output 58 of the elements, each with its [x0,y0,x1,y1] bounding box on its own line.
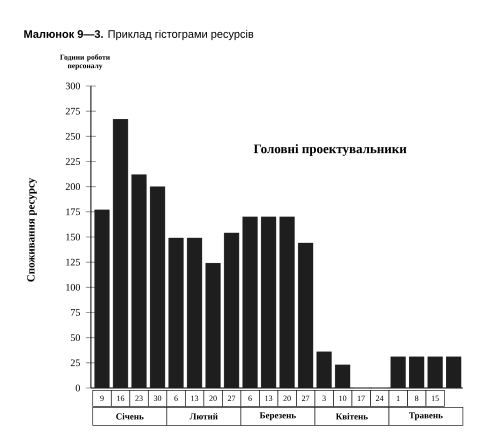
bar [335,364,350,388]
y-tick-label: 225 [66,158,80,165]
x-tick-label: 6 [174,396,178,401]
text: Квітень [336,413,368,420]
x-tick-label: 13 [191,396,198,401]
bar [168,238,184,388]
x-tick-label: 27 [228,396,236,401]
y-tick-label: 300 [66,82,80,90]
bar [409,356,424,388]
x-tick-label: 20 [209,396,217,401]
x-tick-label: 20 [283,396,291,401]
bar [224,232,240,388]
y-tick-label: 0 [76,384,80,392]
x-tick-label: 3 [322,396,326,401]
x-tick-label: 16 [117,396,124,401]
x-tick-label: 1 [396,396,400,401]
bar [390,356,406,388]
bar [279,216,295,388]
bar [428,356,443,388]
x-tick-label: 6 [248,396,252,401]
x-tick-label: 17 [358,396,365,401]
y-tick-label: 275 [66,108,80,115]
x-tick-label: 9 [100,396,104,401]
y-tick-label: 25 [70,359,80,366]
chart-title: Малюнок 9—3. Приклад гістограми ресурсів [24,30,254,40]
y-tick-label: 100 [66,284,80,291]
bar [186,238,202,388]
bar [298,242,314,388]
text: Травень [409,412,443,420]
y-tick-label: 125 [66,258,80,266]
bar [150,186,166,388]
bar [446,356,462,388]
y-tick-label: 200 [66,183,80,190]
bar [316,352,332,388]
y-tick-label: 175 [66,208,80,216]
text: Головні проектувальники [254,144,406,156]
x-tick-label: 10 [339,396,346,401]
x-tick-label: 8 [414,396,418,401]
bar [260,216,276,388]
bar [112,119,128,388]
y-tick-label: 150 [66,234,80,240]
bar [94,210,110,388]
x-tick-label: 30 [154,396,162,401]
y-tick-label: 75 [71,309,80,316]
x-tick-label: 13 [265,396,272,401]
y-tick-label: 250 [66,132,80,140]
text: Березень [260,412,296,420]
bar [131,174,147,388]
text: Лютий [190,413,218,420]
x-tick-label: 27 [302,396,310,401]
x-tick-label: 24 [376,396,384,401]
bar [205,262,221,388]
x-tick-label: 23 [135,396,143,401]
text: Січень [116,413,144,420]
bar [242,216,258,388]
x-tick-label: 15 [432,396,439,401]
y-tick-label: 50 [70,334,80,342]
y-axis-title: Споживання ресурсу [27,178,37,282]
